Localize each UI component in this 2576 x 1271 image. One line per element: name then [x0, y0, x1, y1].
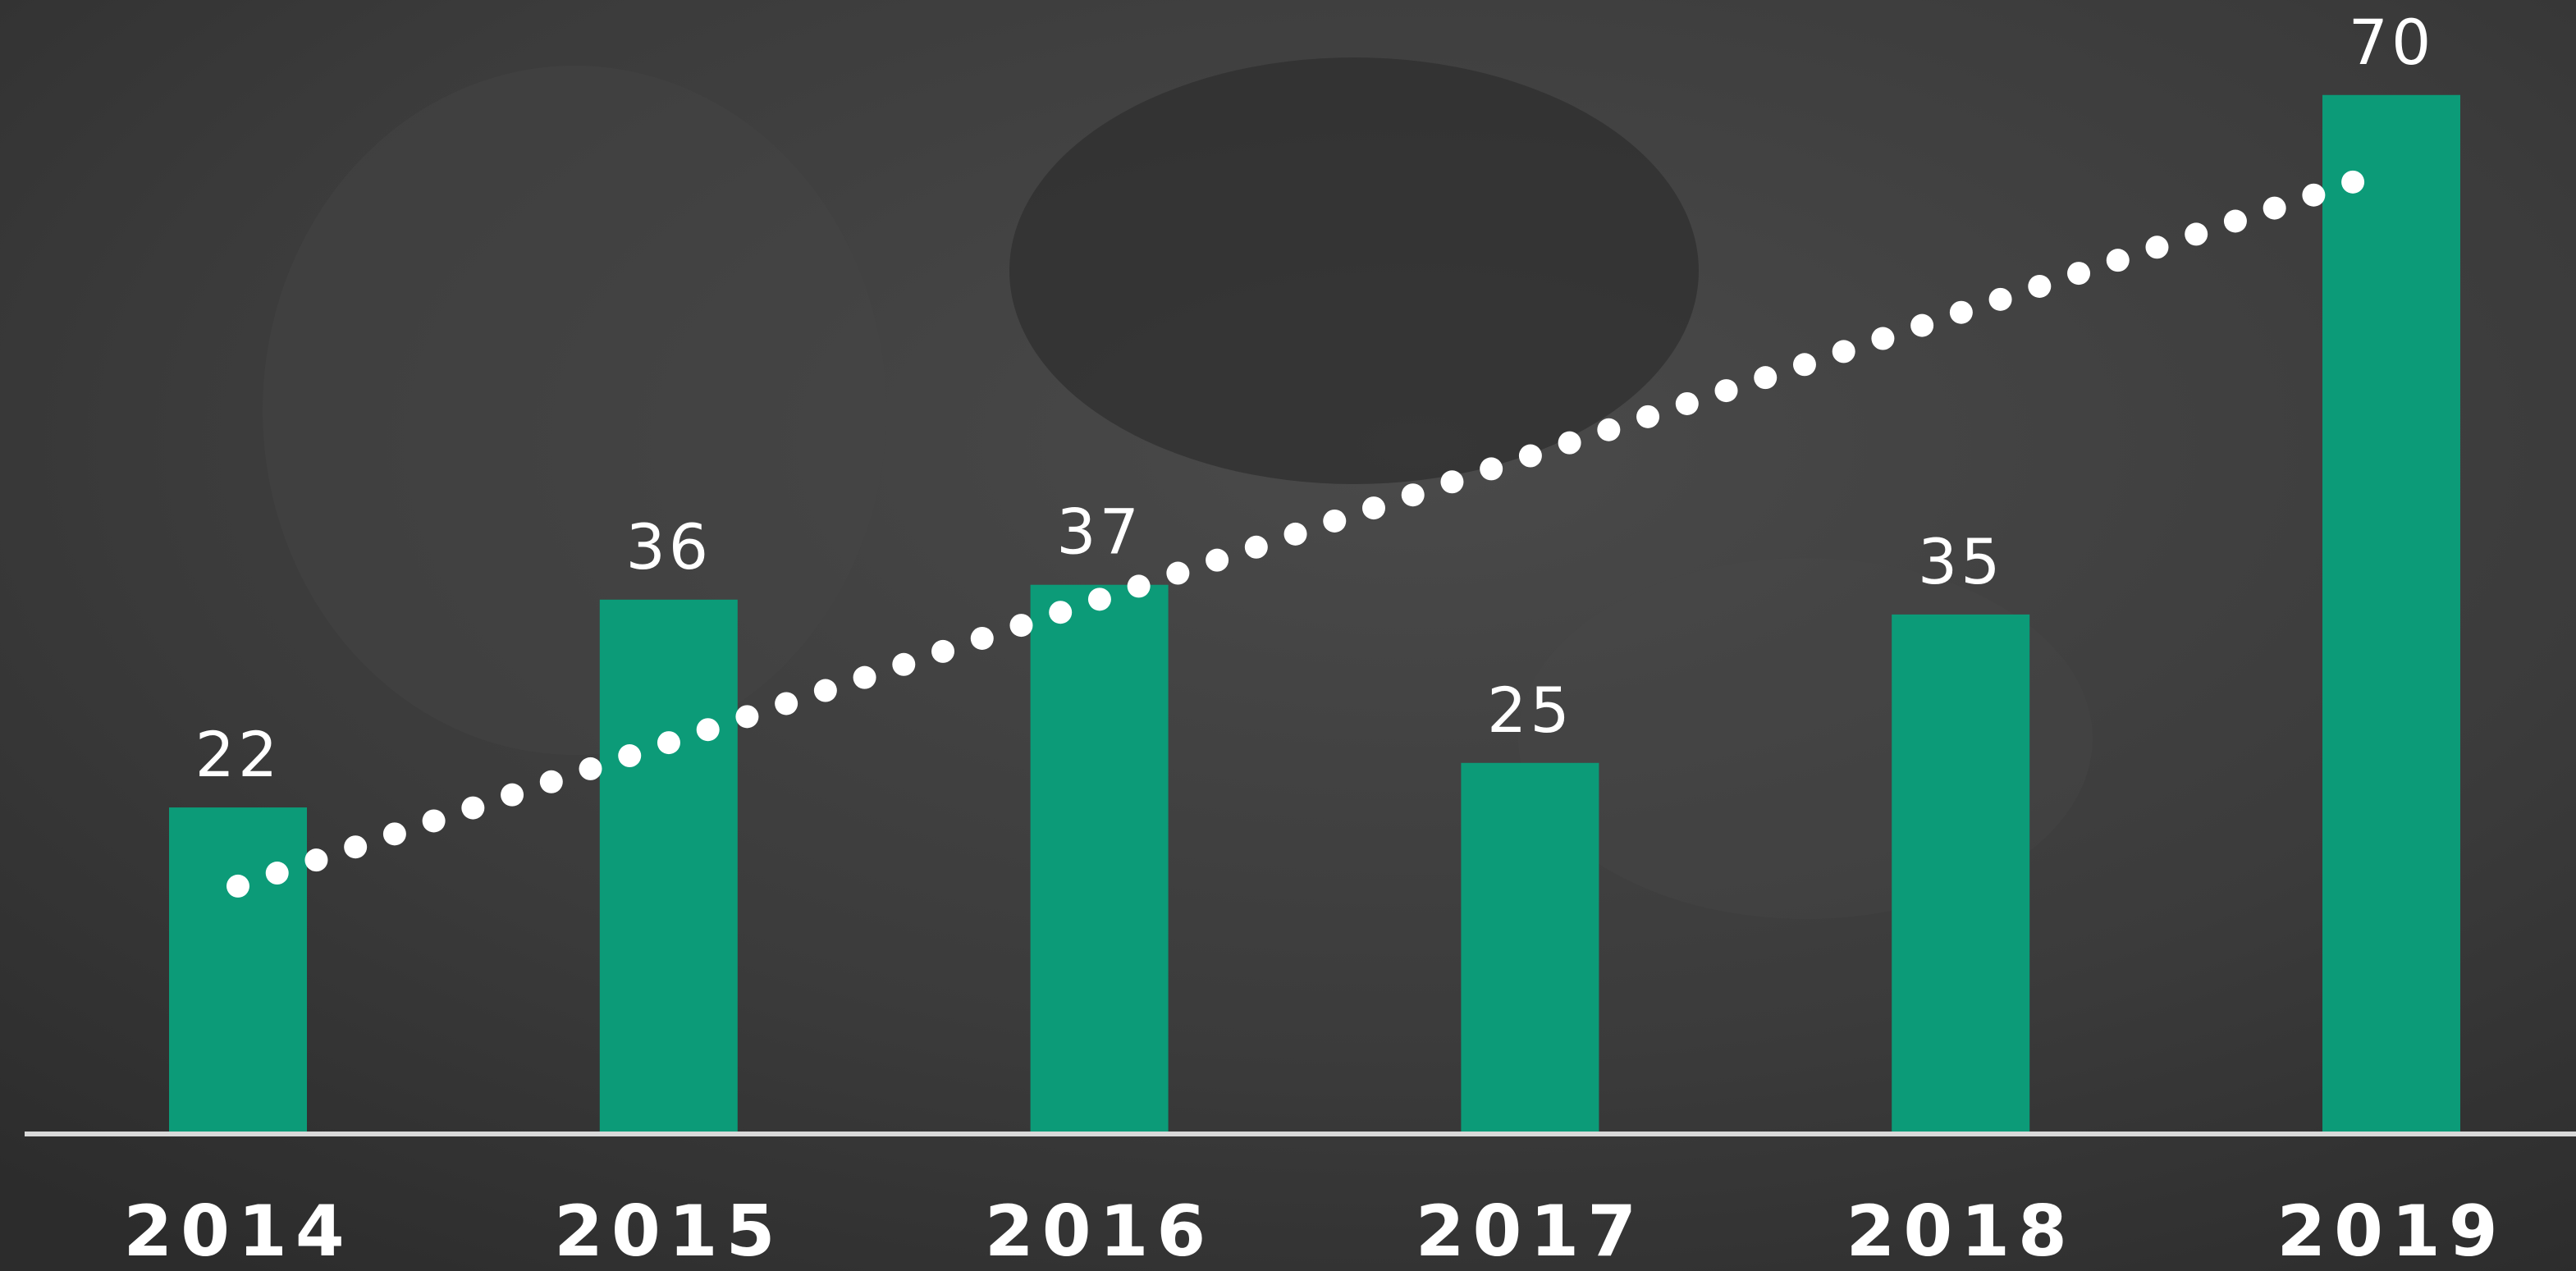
x-tick-label: 2016	[985, 1191, 1214, 1271]
data-label: 37	[1056, 496, 1142, 569]
bar	[1892, 614, 2030, 1134]
x-tick-label: 2019	[2276, 1191, 2505, 1271]
background-shape	[263, 66, 886, 755]
data-label: 25	[1487, 674, 1573, 747]
x-tick-label: 2017	[1416, 1191, 1645, 1271]
data-label: 36	[625, 510, 711, 583]
bar	[1030, 584, 1169, 1134]
bar	[169, 807, 307, 1134]
trend-line	[226, 158, 2403, 898]
data-label: 35	[1918, 525, 2004, 598]
bar	[1461, 762, 1599, 1134]
data-label: 70	[2349, 6, 2435, 79]
x-tick-label: 2018	[1846, 1191, 2075, 1271]
x-tick-label: 2015	[554, 1191, 783, 1271]
bar	[599, 599, 738, 1134]
data-label: 22	[195, 718, 281, 791]
bar	[2322, 94, 2460, 1134]
x-tick-label: 2014	[123, 1191, 352, 1271]
background-shape	[1009, 57, 1699, 484]
